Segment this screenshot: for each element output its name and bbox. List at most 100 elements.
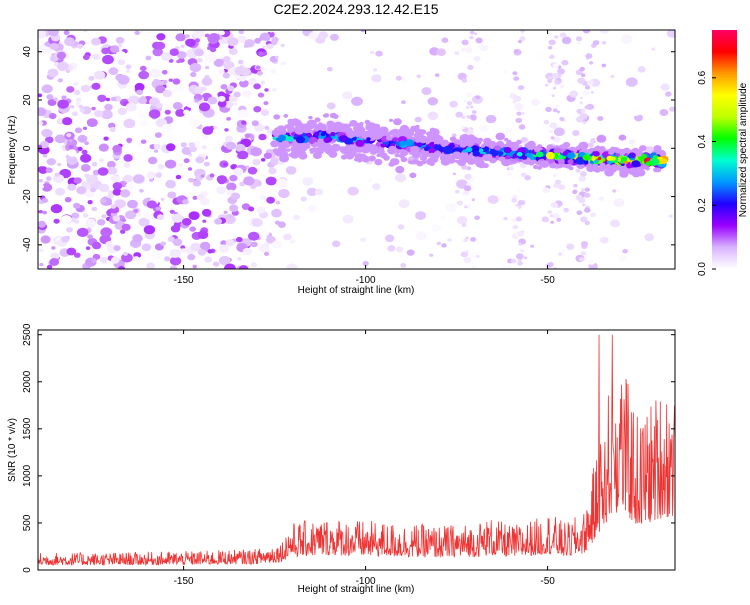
noise-cell xyxy=(181,146,192,155)
signal-cell xyxy=(314,117,321,123)
noise-cell xyxy=(70,105,75,109)
noise-cell xyxy=(250,147,262,157)
noise-cell xyxy=(460,125,466,130)
noise-cell xyxy=(398,199,410,209)
colorbar-tick-label: 0.2 xyxy=(697,198,708,212)
noise-cell xyxy=(512,95,520,102)
noise-cell xyxy=(264,88,269,92)
noise-cell xyxy=(71,111,78,117)
noise-cell xyxy=(300,196,307,202)
noise-cell xyxy=(427,111,439,121)
noise-cell xyxy=(520,30,525,33)
noise-cell xyxy=(463,256,472,264)
noise-cell xyxy=(452,172,456,176)
signal-cell xyxy=(410,146,415,151)
noise-cell xyxy=(220,240,227,246)
noise-cell xyxy=(68,139,73,143)
noise-cell xyxy=(67,149,77,157)
noise-cell xyxy=(360,30,366,33)
noise-cell xyxy=(43,154,48,158)
noise-cell xyxy=(466,92,473,98)
signal-cell xyxy=(344,138,354,145)
spectrogram-y-axis-title: Frequency (Hz) xyxy=(7,116,18,185)
noise-cell xyxy=(275,200,281,205)
signal-cell xyxy=(318,122,323,126)
noise-cell xyxy=(558,252,563,256)
noise-cell xyxy=(360,237,367,243)
signal-cell xyxy=(527,149,533,154)
noise-cell xyxy=(175,108,186,117)
noise-cell xyxy=(431,224,442,232)
noise-cell xyxy=(556,217,562,222)
noise-cell xyxy=(216,186,227,195)
signal-cell xyxy=(595,145,601,150)
noise-cell xyxy=(146,171,156,179)
noise-cell xyxy=(548,39,556,46)
noise-cell xyxy=(89,179,96,185)
noise-cell xyxy=(117,59,126,66)
noise-cell xyxy=(120,189,131,198)
noise-cell xyxy=(457,200,463,206)
noise-cell xyxy=(125,102,137,112)
noise-cell xyxy=(115,51,127,60)
y-tick-label: 2500 xyxy=(22,323,33,346)
signal-cell xyxy=(615,153,620,158)
noise-cell xyxy=(149,178,154,182)
signal-cell xyxy=(287,127,294,133)
noise-cell xyxy=(169,48,179,56)
noise-cell xyxy=(125,182,135,191)
noise-cell xyxy=(151,251,162,260)
noise-cell xyxy=(278,188,290,199)
noise-cell xyxy=(243,44,249,48)
noise-cell xyxy=(81,106,92,115)
noise-cell xyxy=(659,109,669,116)
noise-cell xyxy=(102,54,114,65)
noise-cell xyxy=(530,98,540,106)
noise-cell xyxy=(117,75,130,85)
noise-cell xyxy=(257,51,264,56)
noise-cell xyxy=(668,214,673,218)
noise-cell xyxy=(248,231,260,241)
noise-cell xyxy=(123,162,131,168)
noise-cell xyxy=(91,258,97,263)
noise-cell xyxy=(373,68,378,72)
noise-cell xyxy=(86,118,98,127)
noise-cell xyxy=(162,89,172,98)
noise-cell xyxy=(584,207,591,213)
noise-cell xyxy=(517,40,522,44)
noise-cell xyxy=(105,241,113,248)
noise-cell xyxy=(514,103,524,111)
signal-cell xyxy=(277,134,287,142)
noise-cell xyxy=(549,54,555,59)
noise-cell xyxy=(218,95,226,102)
noise-cell xyxy=(441,243,447,248)
signal-cell xyxy=(579,164,585,168)
signal-cell xyxy=(636,152,642,157)
noise-cell xyxy=(38,107,47,116)
signal-cell xyxy=(320,127,326,131)
noise-cell xyxy=(580,171,587,177)
signal-cell xyxy=(534,147,541,153)
signal-cell xyxy=(480,144,486,148)
signal-cell xyxy=(407,133,413,138)
noise-cell xyxy=(469,114,477,120)
noise-cell xyxy=(255,65,261,70)
noise-cell xyxy=(464,173,472,180)
signal-cell xyxy=(512,153,518,158)
noise-cell xyxy=(470,237,477,242)
noise-cell xyxy=(66,227,73,233)
noise-cell xyxy=(665,91,672,97)
signal-cell xyxy=(494,145,501,151)
x-tick-label: -50 xyxy=(540,576,555,587)
noise-cell xyxy=(582,121,587,125)
noise-cell xyxy=(160,241,166,246)
noise-cell xyxy=(166,81,175,89)
noise-cell xyxy=(200,174,205,178)
noise-cell xyxy=(587,258,596,265)
noise-cell xyxy=(566,243,575,250)
noise-cell xyxy=(132,174,145,184)
noise-cell xyxy=(217,100,227,108)
signal-cell xyxy=(536,165,543,170)
noise-cell xyxy=(266,196,275,204)
signal-cell xyxy=(312,151,322,159)
